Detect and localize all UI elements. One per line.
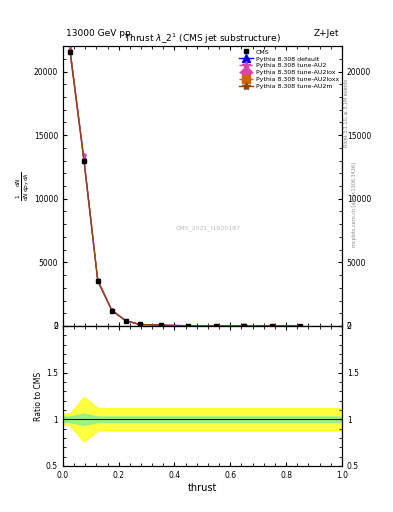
Text: Rivet 3.1.10, ≥ 3.1M events: Rivet 3.1.10, ≥ 3.1M events [344,78,349,147]
Text: 13000 GeV pp: 13000 GeV pp [66,29,130,38]
Text: mcplots.cern.ch [arXiv:1306.3436]: mcplots.cern.ch [arXiv:1306.3436] [352,162,357,247]
Text: Z+Jet: Z+Jet [314,29,339,38]
Legend: CMS, Pythia 8.308 default, Pythia 8.308 tune-AU2, Pythia 8.308 tune-AU2lox, Pyth: CMS, Pythia 8.308 default, Pythia 8.308 … [238,48,340,91]
Title: Thrust $\lambda\_2^1$ (CMS jet substructure): Thrust $\lambda\_2^1$ (CMS jet substruct… [124,32,281,46]
Text: CMS_2021_I1920187: CMS_2021_I1920187 [176,225,241,231]
Y-axis label: Ratio to CMS: Ratio to CMS [34,371,43,420]
X-axis label: thrust: thrust [188,482,217,493]
Y-axis label: $\frac{1}{\mathrm{d}N}\frac{\mathrm{d}N}{\mathrm{d}p_T\,\mathrm{d}\lambda}$: $\frac{1}{\mathrm{d}N}\frac{\mathrm{d}N}… [15,172,32,201]
